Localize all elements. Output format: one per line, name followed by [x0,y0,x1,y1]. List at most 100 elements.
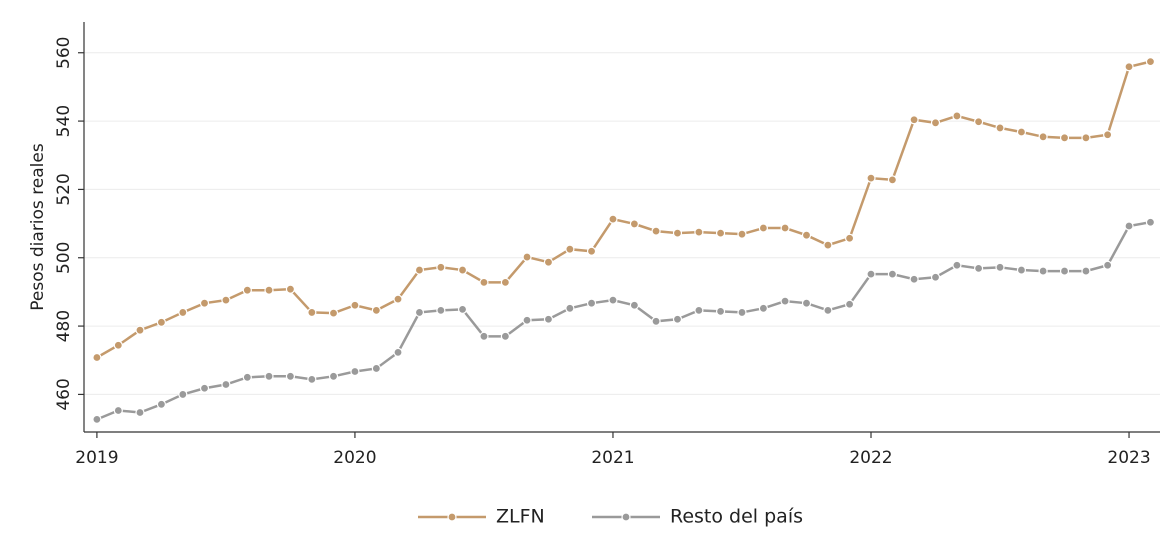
data-point [522,315,532,325]
data-point [952,260,962,270]
x-tick-label: 2022 [849,448,892,468]
data-point [565,244,575,254]
data-point [629,300,639,310]
data-point [909,115,919,125]
data-point [178,307,188,318]
data-point [1059,266,1070,276]
data-point [1081,266,1091,276]
data-point [371,363,381,374]
y-tick-label: 520 [54,173,74,205]
data-point [1038,266,1048,276]
data-point [1103,260,1113,270]
data-point [887,175,898,185]
data-point [974,117,984,127]
y-tick-label: 480 [54,310,74,342]
data-point [651,316,661,326]
data-point [995,123,1005,133]
series-line [96,220,1151,421]
data-point [887,269,898,279]
data-point [285,371,296,381]
data-point [371,305,381,315]
data-point [393,347,403,357]
data-point [1145,217,1156,227]
data-point [565,303,575,313]
data-point [1124,221,1134,231]
data-point [930,272,941,282]
data-point [694,305,704,315]
data-point [543,257,554,267]
data-point [823,305,833,315]
data-point [242,372,252,382]
data-point [737,307,747,318]
data-point [629,219,639,229]
data-point [1145,57,1156,67]
data-point [909,274,919,284]
data-point [758,303,769,313]
legend-marker [621,512,631,522]
data-point [715,306,726,316]
data-point [780,223,790,233]
data-point [780,296,790,306]
data-point [801,298,812,308]
data-point [608,214,618,224]
data-point [479,331,489,341]
data-point [113,405,123,416]
data-point [457,304,468,314]
data-point [242,285,252,295]
y-tick-label: 560 [54,37,74,69]
data-point [414,307,425,318]
data-point [1016,127,1027,137]
data-point [952,111,962,121]
x-tick-label: 2023 [1107,448,1150,468]
series-line [96,60,1151,359]
x-tick-label: 2021 [591,448,634,468]
y-tick-label: 460 [54,378,74,410]
data-point [199,383,210,393]
data-point [543,314,554,324]
data-point [522,252,532,262]
data-point [178,389,188,400]
data-point [758,223,769,233]
data-point [328,371,339,381]
data-point [156,399,167,409]
x-tick-label: 2020 [333,448,376,468]
data-point [866,269,876,279]
data-point [1016,265,1027,275]
data-point [92,352,102,363]
data-point [457,265,468,275]
data-point [135,407,145,418]
data-point [586,246,597,256]
data-point [737,229,747,239]
data-point [328,308,339,318]
data-point [866,173,876,183]
data-point [264,285,274,295]
data-point [436,262,446,272]
data-point [608,295,618,305]
data-point [156,317,167,327]
y-tick-label: 500 [54,242,74,274]
data-point [844,233,855,243]
data-point [135,325,145,335]
data-point [1059,133,1070,143]
y-tick-label: 540 [54,105,74,137]
data-point [350,300,360,310]
data-point [436,305,446,315]
data-point [1038,132,1048,142]
data-point [350,366,360,377]
data-point [974,263,984,273]
data-point [844,299,855,309]
data-point [199,298,210,308]
data-point [500,277,510,287]
y-axis-label: Pesos diarios reales [28,143,48,311]
x-tick-label: 2019 [75,448,118,468]
data-point [801,230,812,240]
legend-label: ZLFN [496,506,545,528]
data-point [307,307,317,318]
data-point [221,295,231,305]
data-point [221,379,231,390]
data-point [92,414,102,424]
legend-marker [447,512,457,522]
data-point [715,228,726,238]
data-point [1124,62,1134,72]
